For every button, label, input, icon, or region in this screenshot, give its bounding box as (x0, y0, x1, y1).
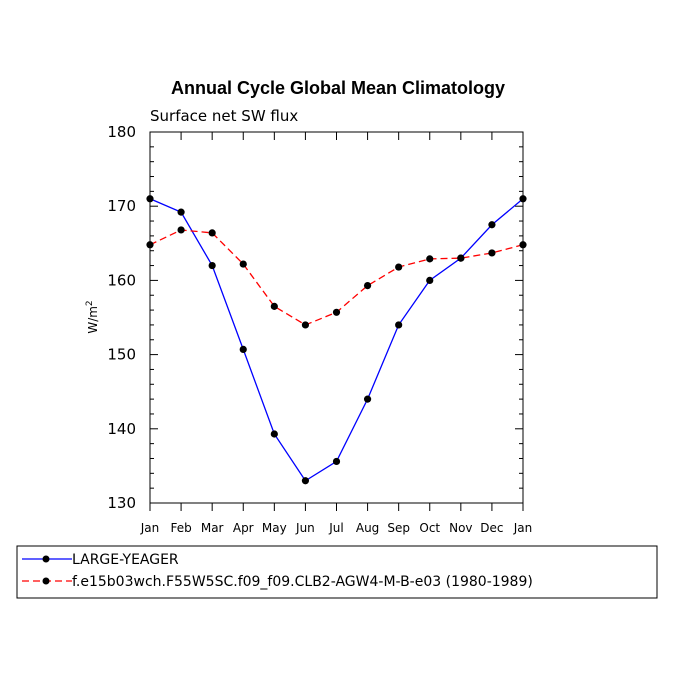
series-0-point (332, 457, 341, 466)
series-0-point (519, 195, 527, 203)
y-tick-label: 140 (107, 420, 136, 438)
legend-item-1: f.e15b03wch.F55W5SC.f09_f09.CLB2-AGW4-M-… (22, 574, 533, 590)
legend-label-1: f.e15b03wch.F55W5SC.f09_f09.CLB2-AGW4-M-… (72, 574, 533, 590)
x-tick-label: Apr (233, 521, 254, 535)
series-0-point (395, 321, 403, 329)
x-tick-label: Nov (449, 521, 472, 535)
legend-label-0: LARGE-YEAGER (72, 552, 179, 568)
x-tick-label: Feb (170, 521, 191, 535)
series-1-point (270, 302, 278, 310)
legend-box (16, 545, 658, 599)
series-1-point (301, 321, 310, 329)
series-0-point (270, 430, 278, 438)
y-tick-label: 170 (107, 197, 136, 215)
x-tick-label: Aug (356, 521, 379, 535)
series-0-point (239, 345, 247, 354)
series-group (146, 195, 527, 485)
chart-subtitle: Surface net SW flux (150, 107, 298, 125)
tick-marks (149, 131, 524, 511)
series-1-point (239, 260, 247, 268)
x-tick-label: Jun (295, 521, 315, 535)
series-0-point (488, 221, 496, 229)
series-1-point (332, 308, 341, 316)
x-tick-label: Jan (513, 521, 533, 535)
x-tick-label: Jul (328, 521, 343, 535)
series-1-point (457, 254, 465, 262)
series-1-point (208, 229, 216, 237)
y-tick-label: 160 (107, 271, 136, 289)
series-0-point (363, 395, 372, 403)
y-tick-label: 130 (107, 494, 136, 512)
x-tick-labels: Jan Feb Mar Apr May Jun Jul Aug Sep Oct Nov Dec Jan (140, 521, 533, 535)
x-tick-label: Jan (140, 521, 160, 535)
x-tick-label: Sep (387, 521, 410, 535)
series-1-point (363, 281, 372, 290)
series-1-point (395, 263, 403, 271)
legend-marker-0 (42, 555, 50, 563)
series-1-point (488, 249, 496, 257)
series-0-point (146, 195, 154, 203)
series-1-point (426, 255, 434, 263)
series-1-point (146, 241, 154, 249)
series-0-point (208, 261, 216, 270)
y-axis-label-sup: 2 (85, 300, 95, 306)
y-axis-label: W/m2 (85, 300, 100, 333)
legend-marker-1 (42, 577, 50, 585)
y-axis-label-text: W/m (86, 306, 100, 334)
x-tick-label: May (262, 521, 287, 535)
series-0-point (426, 276, 434, 284)
series-line-0 (149, 198, 524, 482)
x-tick-label: Oct (419, 521, 440, 535)
x-tick-label: Mar (201, 521, 224, 535)
plot-frame (149, 131, 524, 504)
series-0-point (177, 208, 185, 216)
y-tick-label: 150 (107, 346, 136, 364)
series-0-point (301, 477, 310, 485)
x-tick-label: Dec (480, 521, 503, 535)
legend-item-0: LARGE-YEAGER (22, 552, 179, 568)
y-tick-label: 180 (107, 123, 136, 141)
y-tick-labels: 130 140 150 160 170 180 (107, 123, 136, 512)
series-1-point (177, 226, 185, 234)
chart-title: Annual Cycle Global Mean Climatology (171, 78, 505, 98)
series-1-point (519, 241, 527, 249)
